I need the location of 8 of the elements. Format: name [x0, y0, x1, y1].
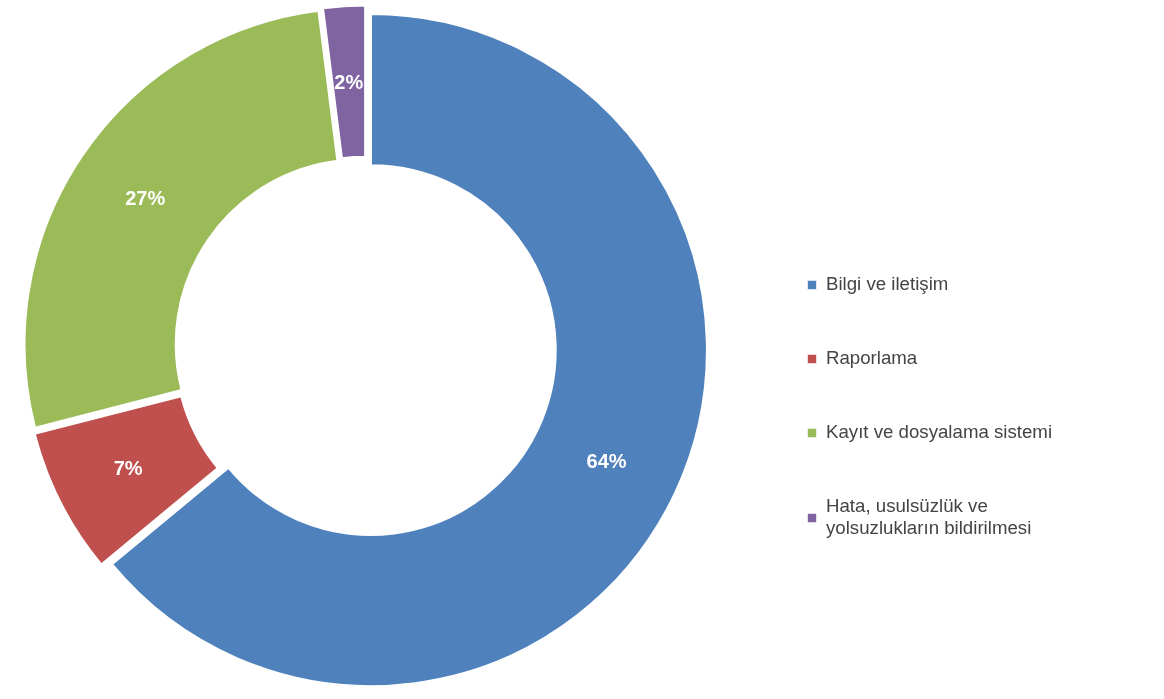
data-label: 64% [586, 449, 627, 472]
data-label: 27% [125, 186, 166, 209]
data-label: 2% [334, 70, 364, 93]
data-label: 7% [113, 457, 143, 480]
legend-label: Bilgi ve iletişim [826, 273, 949, 295]
legend-label: Raporlama [826, 347, 918, 369]
legend-label: Kayıt ve dosyalama sistemi [826, 421, 1053, 443]
legend-label: Hata, usulsüzlük ve yolsuzlukların bildirilmesi [826, 495, 1032, 539]
